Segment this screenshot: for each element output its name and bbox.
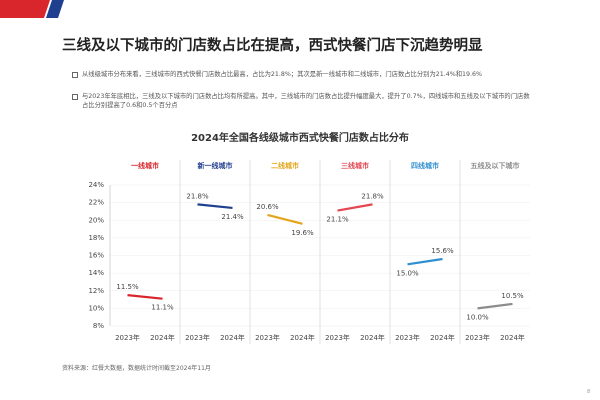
- data-label: 11.5%: [116, 283, 139, 291]
- x-tick-label: 2023年: [185, 333, 210, 342]
- data-label: 21.8%: [361, 192, 384, 200]
- x-tick-label: 2023年: [255, 333, 280, 342]
- data-label: 15.0%: [396, 269, 419, 277]
- panel-name: 一线城市: [131, 161, 159, 170]
- page-number: 8: [587, 389, 591, 395]
- data-label: 21.8%: [186, 192, 209, 200]
- line: [127, 294, 163, 300]
- panel-name: 五线及以下城市: [471, 161, 520, 170]
- header-stripe: [46, 0, 64, 18]
- y-tick-label: 20%: [88, 216, 104, 224]
- x-tick-label: 2024年: [220, 333, 245, 342]
- data-label: 21.1%: [326, 216, 349, 224]
- line: [267, 213, 303, 225]
- x-tick-label: 2024年: [500, 333, 525, 342]
- line: [337, 203, 373, 212]
- data-label: 20.6%: [256, 203, 279, 211]
- x-tick-label: 2023年: [465, 333, 490, 342]
- header-stripe: [0, 0, 50, 18]
- y-tick-label: 8%: [93, 322, 104, 330]
- x-tick-label: 2024年: [150, 333, 175, 342]
- source: 资料来源：红餐大数据，数据统计时间截至2024年11月: [62, 365, 211, 372]
- y-tick-label: 12%: [88, 287, 104, 295]
- x-tick-label: 2024年: [430, 333, 455, 342]
- data-label: 11.1%: [151, 304, 174, 312]
- y-tick-label: 14%: [88, 269, 104, 277]
- panel-name: 二线城市: [271, 161, 299, 170]
- bullet: 与2023年年底相比，三线及以下城市的门店数占比均有所提高。其中，三线城市的门店…: [72, 92, 532, 110]
- x-tick-label: 2024年: [360, 333, 385, 342]
- line: [407, 257, 443, 266]
- line: [197, 203, 233, 210]
- data-label: 19.6%: [291, 229, 314, 237]
- x-tick-label: 2023年: [395, 333, 420, 342]
- y-tick-label: 10%: [88, 304, 104, 312]
- chart-title: 2024年全国各线级城市西式快餐门店数占比分布: [191, 131, 409, 144]
- data-label: 21.4%: [221, 213, 244, 221]
- data-label: 10.5%: [501, 292, 524, 300]
- bullet: 从线级城市分布来看，三线城市的西式快餐门店数占比最高，占比为21.8%；其次是新…: [72, 70, 532, 79]
- page-title: 三线及以下城市的门店数占比在提高，西式快餐门店下沉趋势明显: [62, 38, 483, 54]
- line: [477, 302, 513, 310]
- panel-name: 三线城市: [341, 161, 369, 170]
- y-tick-label: 22%: [88, 199, 104, 207]
- x-tick-label: 2023年: [325, 333, 350, 342]
- y-tick-label: 16%: [88, 252, 104, 260]
- x-tick-label: 2023年: [115, 333, 140, 342]
- panel-name: 四线城市: [411, 161, 439, 170]
- y-tick-label: 18%: [88, 234, 104, 242]
- panel-name: 新一线城市: [198, 161, 233, 170]
- data-label: 10.0%: [466, 313, 489, 321]
- x-tick-label: 2024年: [290, 333, 315, 342]
- data-label: 15.6%: [431, 247, 454, 255]
- y-tick-label: 24%: [88, 181, 104, 189]
